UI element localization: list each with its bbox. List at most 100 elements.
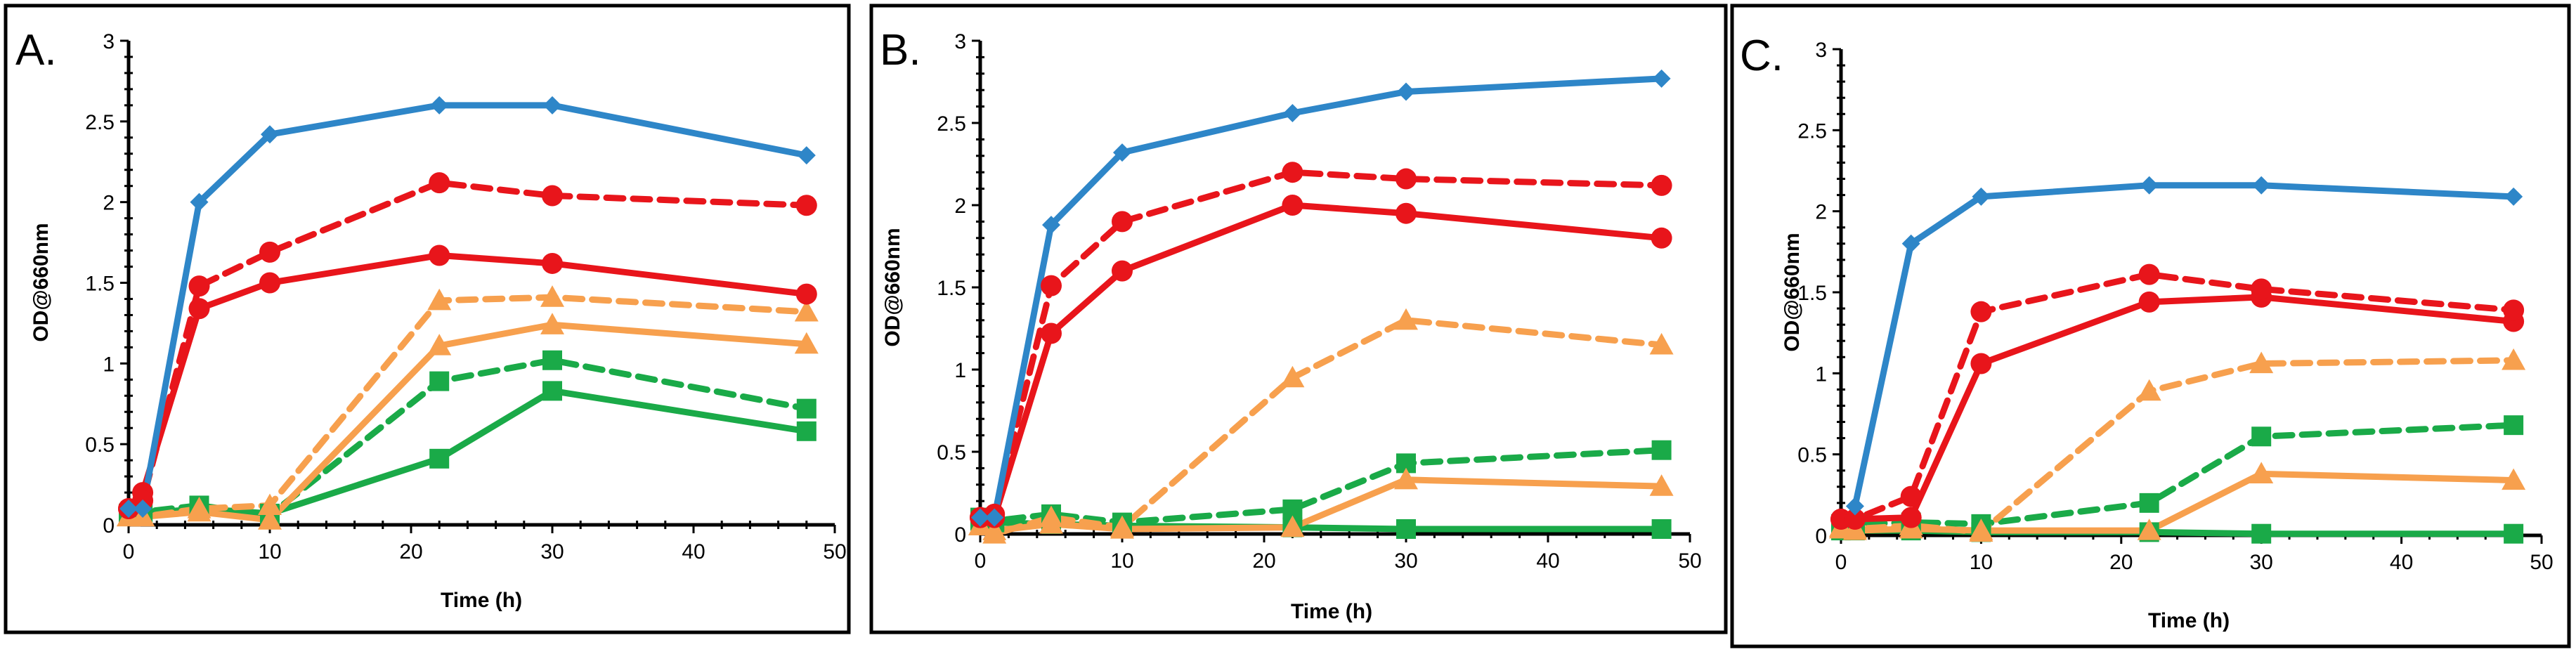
y-tick-label: 0.5: [1797, 444, 1827, 467]
data-point-orange-solid: [427, 334, 452, 356]
data-point-blue: [1652, 69, 1671, 88]
y-axis-title: OD@660nm: [881, 228, 904, 346]
data-point-orange-solid: [540, 313, 564, 334]
data-point-orange-dashed: [1039, 505, 1063, 528]
data-point-red-solid: [1900, 507, 1922, 528]
data-point-red-solid: [1041, 322, 1062, 344]
y-tick-label: 1: [103, 353, 115, 376]
data-point-red-solid: [542, 252, 563, 274]
data-point-orange-dashed: [1280, 365, 1305, 388]
data-point-blue: [1042, 216, 1060, 235]
data-point-red-dashed: [1900, 485, 1922, 507]
y-tick-label: 2: [1815, 201, 1827, 224]
data-point-blue: [190, 193, 209, 211]
data-point-red-solid: [1970, 353, 1992, 374]
x-axis-title: Time (h): [2148, 609, 2230, 632]
data-point-red-dashed: [1112, 211, 1133, 233]
x-tick-label: 40: [1536, 549, 1559, 573]
x-tick-label: 30: [540, 540, 564, 563]
data-point-blue: [797, 146, 816, 165]
data-point-red-solid: [1396, 202, 1417, 224]
data-point-blue: [2252, 176, 2271, 195]
x-tick-label: 10: [1970, 551, 1993, 574]
data-point-blue: [430, 96, 449, 115]
x-tick-label: 20: [1252, 549, 1275, 573]
x-tick-label: 50: [1678, 549, 1701, 573]
data-point-green-dashed: [796, 398, 817, 419]
data-point-blue: [134, 500, 152, 519]
x-tick-label: 0: [975, 549, 987, 573]
data-point-blue: [2504, 187, 2523, 206]
data-point-green-dashed: [1651, 440, 1672, 460]
data-point-red-solid: [2138, 291, 2160, 313]
data-point-red-dashed: [795, 195, 817, 216]
data-point-orange-solid: [2502, 468, 2526, 490]
x-tick-label: 40: [682, 540, 705, 563]
data-point-red-dashed: [1844, 508, 1866, 530]
data-point-blue: [1397, 82, 1415, 101]
panel-border: [1730, 4, 2571, 648]
x-tick-label: 0: [1835, 551, 1847, 574]
data-point-orange-dashed: [187, 497, 212, 519]
data-point-red-dashed: [1041, 275, 1062, 296]
y-axis-title: OD@660nm: [30, 223, 53, 341]
data-point-green-solid: [1396, 519, 1416, 539]
data-point-green-solid: [1651, 519, 1672, 539]
y-tick-label: 1: [954, 359, 966, 382]
data-point-blue: [1113, 143, 1131, 162]
data-point-blue: [1283, 103, 1302, 122]
y-tick-label: 1.5: [85, 273, 115, 296]
x-tick-label: 0: [123, 540, 135, 563]
data-point-green-solid: [2504, 523, 2524, 544]
data-point-blue: [119, 500, 138, 519]
y-tick-label: 2: [103, 192, 115, 215]
data-point-orange-dashed: [1649, 332, 1674, 355]
y-axis-title: OD@660nm: [1781, 233, 1804, 351]
data-point-red-dashed: [1651, 174, 1672, 196]
data-point-orange-solid: [2249, 462, 2274, 483]
data-point-red-dashed: [188, 275, 210, 297]
data-point-blue: [1901, 234, 1920, 253]
data-point-red-dashed: [259, 241, 280, 263]
data-point-green-dashed: [542, 350, 562, 370]
x-tick-label: 30: [1394, 549, 1417, 573]
y-tick-label: 0.5: [937, 441, 966, 464]
data-point-blue: [971, 508, 989, 527]
data-point-red-dashed: [429, 172, 450, 194]
data-point-red-solid: [1112, 260, 1133, 282]
x-tick-label: 20: [2109, 551, 2133, 574]
data-point-red-solid: [795, 283, 817, 305]
data-point-blue: [2140, 176, 2159, 195]
data-point-red-dashed: [1282, 162, 1303, 183]
data-point-orange-solid: [794, 332, 819, 354]
data-point-red-dashed: [1396, 168, 1417, 190]
data-point-orange-dashed: [2249, 351, 2274, 374]
data-point-blue: [1972, 187, 1991, 206]
data-point-green-solid: [429, 448, 450, 469]
x-axis-title: Time (h): [1291, 600, 1372, 623]
data-point-red-solid: [1651, 227, 1672, 249]
x-axis-title: Time (h): [441, 589, 522, 612]
data-point-orange-solid: [2137, 519, 2161, 540]
y-tick-label: 2.5: [85, 111, 115, 134]
x-tick-label: 10: [1110, 549, 1133, 573]
data-point-red-dashed: [1970, 301, 1992, 322]
data-point-green-dashed: [429, 371, 450, 391]
data-point-orange-dashed: [1969, 520, 1993, 542]
y-tick-label: 0: [1815, 525, 1827, 548]
data-point-red-solid: [188, 298, 210, 320]
data-point-orange-dashed: [2137, 379, 2161, 401]
x-tick-label: 40: [2390, 551, 2413, 574]
y-tick-label: 2.5: [1797, 119, 1827, 143]
x-tick-label: 50: [823, 540, 846, 563]
data-point-blue: [1845, 497, 1864, 516]
data-point-red-solid: [259, 272, 280, 294]
x-tick-label: 10: [258, 540, 281, 563]
data-point-blue: [543, 96, 561, 115]
data-point-red-solid: [429, 244, 450, 266]
data-point-green-dashed: [2251, 426, 2272, 447]
x-tick-label: 20: [399, 540, 422, 563]
